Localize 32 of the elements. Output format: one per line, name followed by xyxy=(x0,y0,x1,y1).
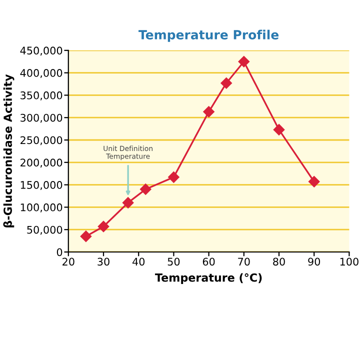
y-tick-label: 350,000 xyxy=(20,91,62,100)
x-tick-label: 20 xyxy=(62,258,74,266)
point xyxy=(308,176,320,188)
x-tick-label: 80 xyxy=(273,258,285,266)
y-tick-label: 200,000 xyxy=(20,158,62,168)
y-tick-label: 100,000 xyxy=(20,203,62,212)
x-tick-label: 60 xyxy=(202,258,215,266)
y-tick-label: 0 xyxy=(56,248,62,256)
point xyxy=(98,220,110,232)
y-axis-title: β-Glucuronidase Activity xyxy=(3,74,14,228)
x-tick-label: 90 xyxy=(308,258,320,266)
point xyxy=(140,184,152,195)
x-tick-label: 50 xyxy=(168,258,180,266)
point xyxy=(273,124,285,136)
chart-title: Temperature Profile xyxy=(138,30,279,42)
y-tick-label: 250,000 xyxy=(20,136,62,146)
point xyxy=(238,56,250,68)
x-axis-title: Temperature (°C) xyxy=(155,273,262,284)
point xyxy=(203,106,214,118)
y-tick-label: 150,000 xyxy=(20,181,62,190)
point xyxy=(80,230,92,242)
x-tick-label: 30 xyxy=(98,258,110,266)
x-tick-label: 100 xyxy=(340,258,358,266)
y-tick-label: 300,000 xyxy=(20,114,62,123)
point xyxy=(168,172,180,183)
y-tick-label: 450,000 xyxy=(20,46,62,56)
x-tick-label: 40 xyxy=(132,258,145,266)
point xyxy=(220,78,232,89)
point xyxy=(122,197,134,208)
y-tick-label: 50,000 xyxy=(27,226,62,235)
y-tick-label: 400,000 xyxy=(20,69,62,78)
x-tick-label: 70 xyxy=(238,258,250,266)
